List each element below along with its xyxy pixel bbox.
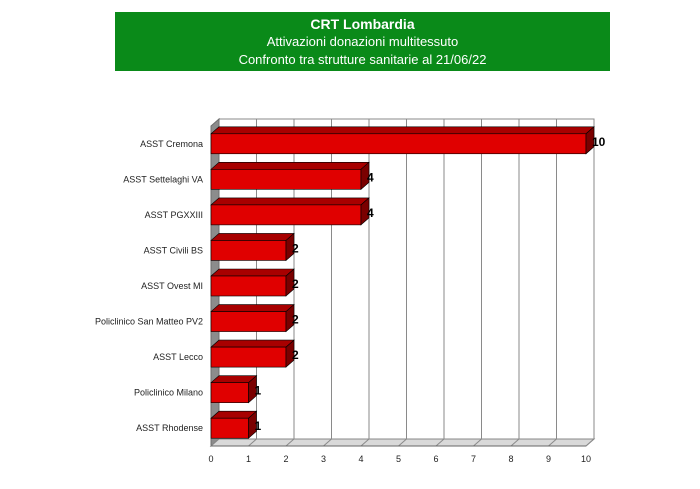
bar-top [210,162,370,170]
gridline-floor [285,438,295,447]
bar-end [360,197,370,226]
x-tick-label: 0 [208,454,213,464]
gridline-floor [360,438,370,447]
category-label: ASST Lecco [153,352,203,362]
bar [210,204,362,226]
bar-end [360,161,370,190]
data-label: 2 [292,277,299,291]
x-tick-label: 3 [321,454,326,464]
gridline-floor [510,438,520,447]
bar-end [285,339,295,368]
bar [210,133,587,155]
x-tick-label: 6 [433,454,438,464]
bar [210,346,287,368]
category-label: Policlinico San Matteo PV2 [95,317,203,327]
data-label: 1 [255,384,262,398]
bar-top [210,304,295,312]
gridline-floor [323,438,332,447]
x-tick-label: 1 [246,454,251,464]
chart-title: CRT Lombardia [310,16,415,32]
bar-end [285,232,295,262]
bar [210,240,287,261]
gridline-floor [248,438,257,447]
x-tick-label: 10 [581,454,591,464]
data-label: 2 [292,313,299,327]
bar [210,275,287,297]
data-label: 1 [255,419,262,433]
chart-title-box: CRT Lombardia Attivazioni donazioni mult… [115,12,610,71]
data-label: 4 [367,206,374,220]
category-label: ASST Ovest MI [141,281,203,291]
bar [210,169,362,190]
data-label: 4 [367,170,374,184]
x-tick-label: 5 [396,454,401,464]
chart-subtitle-2: Confronto tra strutture sanitarie al 21/… [238,52,487,67]
category-label: Policlinico Milano [134,388,203,398]
data-label: 2 [292,241,299,255]
bar-top [210,197,370,206]
bar-top [210,268,295,277]
data-label: 2 [292,348,299,362]
x-tick-label: 7 [471,454,476,464]
bar [210,311,287,332]
gridline-floor [398,438,407,447]
bar-end [585,126,595,155]
category-label: ASST Rhodense [136,423,203,433]
data-label: 10 [592,135,606,149]
bar-end [285,268,295,297]
gridline-floor [473,438,482,447]
bar-end [248,410,257,439]
category-label: ASST Settelaghi VA [123,174,203,184]
x-tick-label: 8 [508,454,513,464]
category-label: ASST PGXXIII [145,210,203,220]
x-tick-label: 9 [546,454,551,464]
bar [210,382,249,403]
bar-top [210,233,295,241]
chart-subtitle-1: Attivazioni donazioni multitessuto [266,34,459,49]
category-label: ASST Cremona [140,139,203,149]
bar-end [285,303,295,333]
bar [210,417,249,439]
gridline-floor [435,438,445,447]
gridline-floor [585,438,595,447]
x-tick-label: 4 [358,454,363,464]
gridline-floor [548,438,557,447]
bar-top [210,339,295,348]
bar-top [210,126,595,135]
bar-end [248,375,257,404]
category-label: ASST Civili BS [144,245,203,255]
x-tick-label: 2 [283,454,288,464]
